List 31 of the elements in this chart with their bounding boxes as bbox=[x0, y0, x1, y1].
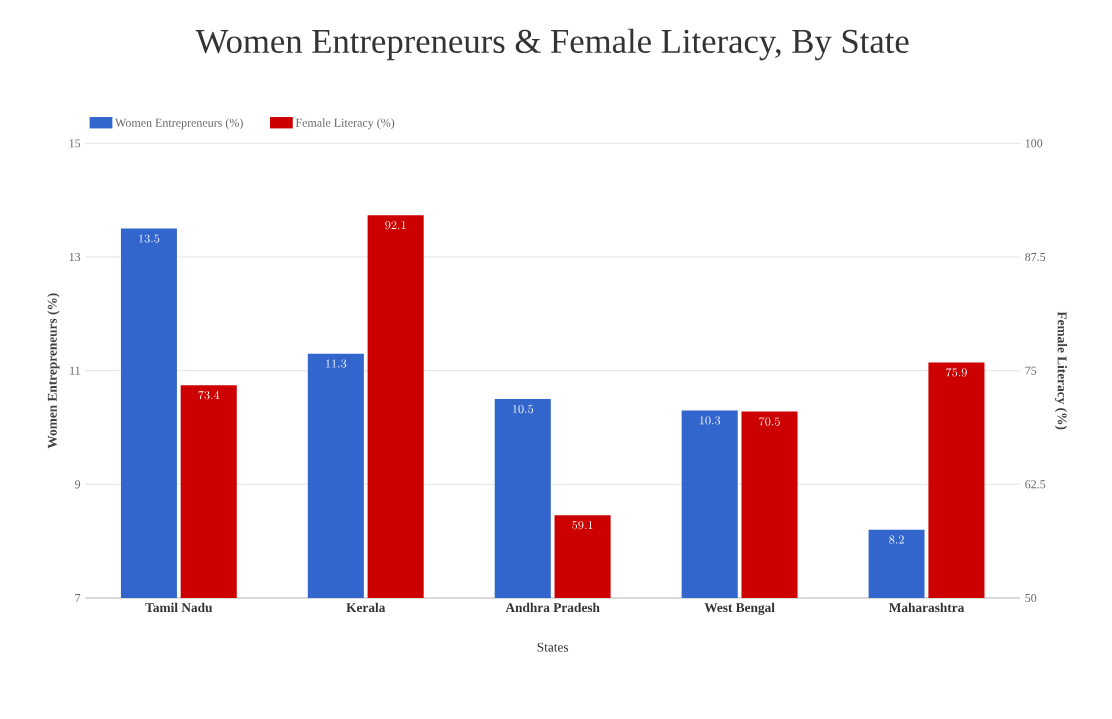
x-tick-label: Tamil Nadu bbox=[145, 602, 213, 613]
y-axis-title: Women Entrepreneurs (%) bbox=[47, 293, 60, 449]
data-label: 73.4 bbox=[198, 390, 220, 400]
y-tick-label: 13 bbox=[69, 252, 81, 262]
y2-axis-title: Female Literacy (%) bbox=[1054, 311, 1068, 430]
x-tick-label: Maharashtra bbox=[889, 602, 965, 613]
y2-tick-label: 50 bbox=[1025, 593, 1037, 603]
data-label: 92. 1 bbox=[385, 220, 406, 230]
legend-label: Female Literacy (%) bbox=[295, 118, 395, 130]
data-label: 13.5 bbox=[139, 234, 160, 243]
y-tick-label: 9 bbox=[75, 480, 81, 489]
y2-tick-label: 87.5 bbox=[1025, 252, 1046, 262]
chart-title: Women Entrepreneurs & Female Literacy, By State bbox=[195, 28, 909, 61]
x-axis-title: States bbox=[537, 642, 569, 652]
y-tick-label: 7 bbox=[75, 594, 81, 602]
data-label: 10.5 bbox=[512, 404, 534, 414]
data-label: 8.2 bbox=[889, 535, 904, 544]
data-label: 75.9 bbox=[946, 368, 967, 377]
x-tick-label: Kerala bbox=[346, 602, 386, 613]
data-label: 11 .3 bbox=[325, 359, 347, 368]
y2-tick-label: 62.5 bbox=[1025, 480, 1046, 489]
data-label: 10.3 bbox=[699, 416, 721, 425]
x-tick-label: Andhra Pradesh bbox=[505, 602, 600, 613]
data-label: 70.5 bbox=[759, 417, 780, 426]
legend-label: Women Entrepreneurs (%) bbox=[115, 118, 243, 130]
y2-tick-label: 75 bbox=[1025, 366, 1037, 375]
y-tick-label: 15 bbox=[69, 139, 81, 148]
data-label: 59. 1 bbox=[572, 521, 593, 530]
y-tick-label: 11 bbox=[70, 366, 80, 375]
y2-tick-label: 100 bbox=[1025, 139, 1043, 148]
x-tick-label: West Bengal bbox=[704, 602, 775, 615]
